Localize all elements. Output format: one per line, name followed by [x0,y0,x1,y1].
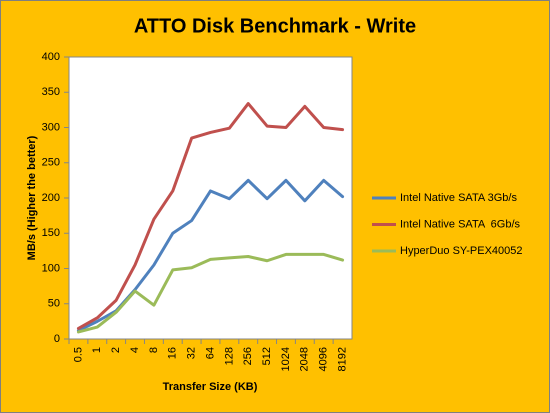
x-tick-label: 64 [204,347,216,359]
series-line [76,102,345,330]
x-tick-label: 2048 [299,347,311,371]
x-tick-label: 1 [91,347,103,353]
y-tick-label: 350 [42,86,60,98]
x-tick-label: 32 [186,347,198,359]
x-tick-label: 1024 [280,347,292,371]
x-tick-label: 256 [242,347,254,365]
x-tick-label: 0.5 [72,347,84,362]
x-axis-title: Transfer Size (KB) [163,381,258,393]
y-axis-title: MB/s (Higher the better) [26,135,38,260]
x-tick-label: 4 [129,347,141,353]
y-tick-label: 300 [42,121,60,133]
x-tick-label: 16 [167,347,179,359]
y-tick-label: 200 [42,192,60,204]
legend-label: Intel Native SATA 6Gb/s [400,218,521,230]
y-tick-label: 150 [42,227,60,239]
y-tick-label: 0 [54,333,60,345]
x-tick-label: 8 [148,347,160,353]
chart-title: ATTO Disk Benchmark - Write [134,15,416,37]
y-tick-label: 400 [42,51,60,63]
y-tick-label: 250 [42,157,60,169]
legend-label: HyperDuo SY-PEX40052 [400,245,523,257]
x-tick-label: 4096 [318,347,330,371]
series-line [76,252,345,334]
x-tick-label: 8192 [336,347,348,371]
x-tick-label: 512 [261,347,273,365]
legend-label: Intel Native SATA 3Gb/s [400,192,517,204]
y-tick-label: 50 [48,298,60,310]
plot-area [68,56,353,340]
y-tick-label: 100 [42,262,60,274]
x-tick-label: 2 [110,347,122,353]
x-tick-label: 128 [223,347,235,365]
